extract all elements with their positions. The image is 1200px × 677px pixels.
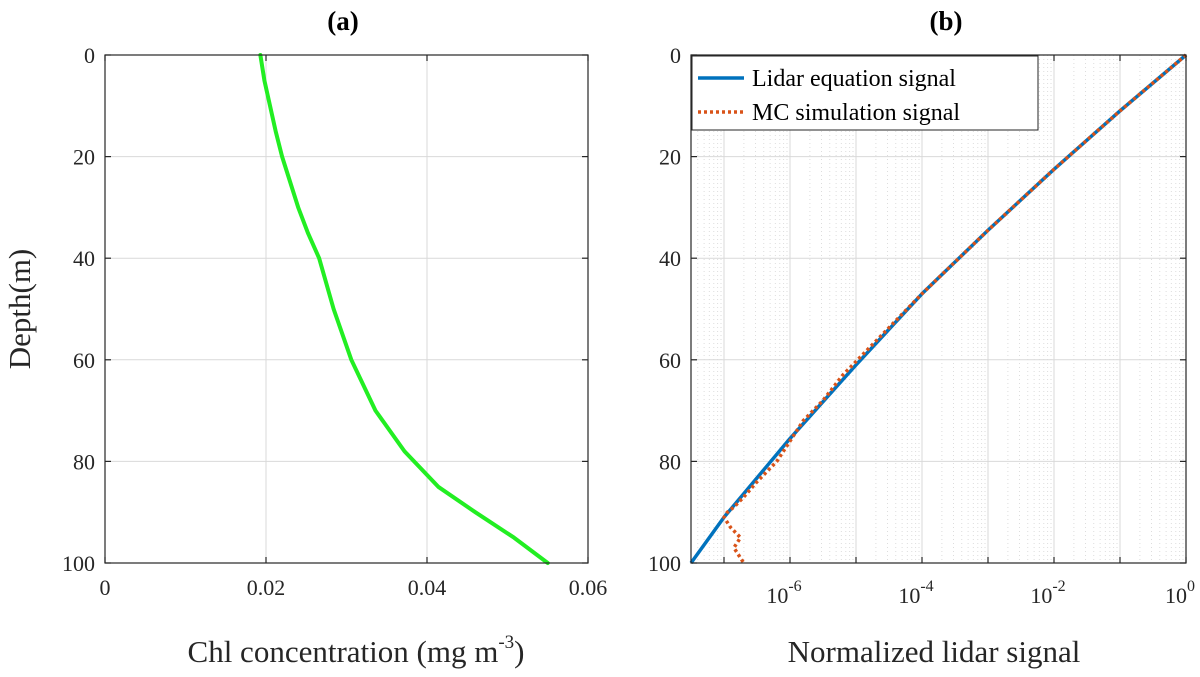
panel-b-x-tick-label: 10-2 [1030, 578, 1065, 608]
panel-a-ticks: 0 0.02 0.04 0.06 0 20 40 60 80 100 [62, 43, 607, 600]
panel-a-xlabel-exponent: -3 [498, 632, 514, 653]
panel-a-x-tick-label: 0.02 [247, 575, 286, 600]
panel-b-y-tick-label: 40 [659, 246, 681, 271]
panel-b-xlabel: Normalized lidar signal [788, 634, 1081, 669]
panel-a-plot-background [105, 55, 588, 563]
panel-a-y-tick-label: 0 [84, 43, 95, 68]
legend-lidar-label: Lidar equation signal [752, 66, 956, 92]
panel-a-xlabel: Chl concentration (mg m-3) [188, 632, 525, 669]
panel-b-x-tick-exponent: -4 [920, 578, 933, 595]
panel-b-x-tick-base: 10 [766, 583, 788, 608]
panel-b-x-tick-exponent: 0 [1187, 578, 1195, 595]
panel-a-x-tick-label: 0 [100, 575, 111, 600]
panel-b-plot-background [691, 55, 1186, 563]
panel-b-title: (b) [930, 6, 963, 36]
panel-b-legend: Lidar equation signal MC simulation sign… [691, 55, 1039, 131]
panel-b-x-tick-base: 10 [1030, 583, 1052, 608]
panel-b-y-tick-label: 0 [670, 43, 681, 68]
panel-a-chl-profile-line [258, 53, 550, 565]
panel-b-y-tick-label: 60 [659, 348, 681, 373]
panel-b-mc-simulation-line [722, 53, 1188, 564]
panel-a-x-tick-label: 0.06 [569, 575, 608, 600]
panel-b-x-tick-exponent: -2 [1052, 578, 1065, 595]
panel-a-y-tick-label: 40 [73, 246, 95, 271]
panel-b-x-tick-base: 10 [1165, 583, 1187, 608]
panel-b-grid [691, 55, 1186, 563]
panel-b-minor-grid [697, 55, 1184, 563]
panel-a-y-tick-label: 100 [62, 551, 95, 576]
panel-a-y-tick-label: 80 [73, 449, 95, 474]
legend-box [691, 55, 1039, 131]
panel-b-x-tick-label: 10-6 [766, 578, 801, 608]
panel-b-axes-box [690, 54, 1187, 564]
panel-b-y-tick-label: 20 [659, 145, 681, 170]
panel-a-x-tick-label: 0.04 [408, 575, 447, 600]
panel-a-xlabel-main: Chl concentration (mg m [188, 634, 499, 669]
panel-a-xlabel-suffix: ) [514, 634, 524, 669]
panel-a-ylabel: Depth(m) [2, 249, 37, 370]
panel-a-y-tick-label: 20 [73, 145, 95, 170]
panel-b-y-tick-label: 100 [648, 551, 681, 576]
panel-b-y-tick-label: 80 [659, 449, 681, 474]
panel-b-x-tick-exponent: -6 [788, 578, 801, 595]
panel-a-y-tick-label: 60 [73, 348, 95, 373]
panel-a-axes-box [104, 54, 589, 564]
legend-mc-label: MC simulation signal [752, 100, 960, 126]
panel-a: (a) 0 0.02 0.04 0.06 0 20 40 60 80 100 Depth(m) C… [2, 6, 607, 669]
panel-a-grid [105, 55, 588, 563]
panel-b-x-tick-base: 10 [898, 583, 920, 608]
panel-b-x-tick-label: 100 [1165, 578, 1195, 608]
panel-a-title: (a) [327, 6, 358, 36]
panel-b-x-tick-label: 10-4 [898, 578, 933, 608]
